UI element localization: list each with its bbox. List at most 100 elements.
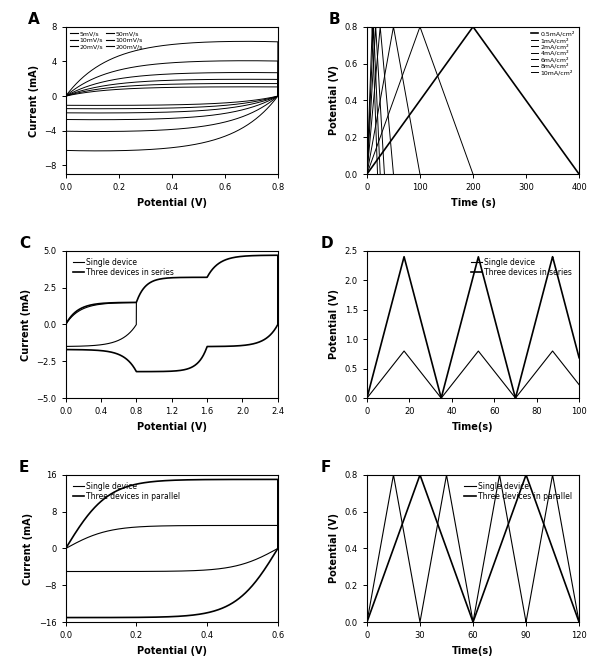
Three devices in series	[254, 252, 261, 260]
Three devices in series	[571, 338, 578, 346]
Single device	[549, 348, 556, 356]
Line: Single device: Single device	[66, 525, 278, 571]
Text: B: B	[329, 12, 340, 27]
Single device	[571, 595, 578, 603]
Single device	[62, 567, 69, 575]
Three devices in parallel	[571, 607, 578, 615]
Three devices in parallel	[205, 476, 213, 484]
Three devices in series	[364, 394, 371, 402]
Y-axis label: Current (mA): Current (mA)	[23, 512, 33, 585]
Three devices in parallel	[254, 575, 261, 583]
Three devices in series	[400, 254, 407, 262]
Single device	[62, 320, 69, 328]
Single device	[387, 484, 395, 492]
Single device	[387, 363, 395, 371]
Line: Three devices in parallel: Three devices in parallel	[66, 480, 278, 617]
X-axis label: Potential (V): Potential (V)	[137, 646, 207, 656]
Single device	[364, 394, 371, 402]
Single device	[400, 529, 407, 537]
Y-axis label: Potential (V): Potential (V)	[329, 66, 339, 135]
Single device	[445, 481, 452, 489]
Single device	[247, 521, 254, 529]
Legend: Single device, Three devices in series: Single device, Three devices in series	[467, 255, 576, 280]
Single device	[576, 618, 583, 626]
Single device	[64, 316, 72, 324]
Single device	[263, 551, 270, 559]
Three devices in series	[269, 328, 276, 337]
Single device	[131, 323, 139, 331]
Legend: 5mV/s, 10mV/s, 20mV/s, 50mV/s, 100mV/s, 200mV/s: 5mV/s, 10mV/s, 20mV/s, 50mV/s, 100mV/s, …	[69, 30, 144, 50]
Single device	[126, 298, 133, 306]
Three devices in series	[62, 346, 69, 354]
Three devices in parallel	[62, 613, 69, 622]
Line: Single device: Single device	[367, 351, 579, 398]
Single device	[400, 347, 407, 355]
Three devices in parallel	[549, 543, 556, 551]
Single device	[390, 471, 397, 479]
Single device	[571, 375, 578, 383]
Single device	[62, 545, 69, 553]
Three devices in parallel	[364, 618, 371, 626]
Three devices in parallel	[387, 551, 395, 559]
Single device	[134, 523, 141, 531]
Three devices in series	[454, 332, 461, 340]
Three devices in parallel	[445, 550, 452, 558]
Line: Three devices in series: Three devices in series	[66, 256, 278, 371]
Legend: Single device, Three devices in parallel: Single device, Three devices in parallel	[69, 478, 183, 504]
Three devices in series	[194, 359, 201, 367]
Single device	[364, 618, 371, 626]
Y-axis label: Potential (V): Potential (V)	[329, 290, 339, 359]
Three devices in parallel	[118, 484, 125, 492]
Text: C: C	[19, 236, 30, 251]
Three devices in series	[445, 367, 452, 375]
Three devices in series	[133, 367, 140, 375]
Single device	[106, 339, 113, 347]
Single device	[274, 521, 281, 529]
Single device	[576, 381, 583, 389]
Three devices in parallel	[274, 476, 281, 484]
Three devices in parallel	[417, 471, 424, 479]
Three devices in series	[89, 346, 96, 354]
Three devices in series	[576, 354, 583, 362]
Single device	[445, 385, 452, 393]
Three devices in parallel	[400, 516, 407, 524]
Three devices in parallel	[247, 476, 254, 484]
Single device	[205, 522, 213, 530]
Three devices in series	[387, 302, 395, 310]
Single device	[454, 373, 461, 381]
Single device	[118, 524, 125, 533]
Three devices in series	[70, 310, 77, 318]
Three devices in series	[138, 287, 145, 295]
Three devices in series	[274, 252, 281, 260]
Single device	[133, 298, 140, 306]
Line: Three devices in parallel: Three devices in parallel	[367, 475, 579, 622]
Three devices in parallel	[576, 618, 583, 626]
Three devices in series	[549, 255, 556, 263]
Single device	[62, 343, 69, 351]
X-axis label: Time(s): Time(s)	[452, 421, 494, 432]
Y-axis label: Current (mA): Current (mA)	[21, 288, 31, 361]
Legend: Single device, Three devices in series: Single device, Three devices in series	[69, 255, 177, 280]
Single device	[87, 302, 94, 310]
X-axis label: Time(s): Time(s)	[452, 646, 494, 656]
Text: E: E	[19, 460, 29, 475]
Single device	[549, 347, 556, 355]
Single device	[454, 533, 461, 541]
Three devices in series	[549, 253, 556, 261]
Three devices in parallel	[62, 545, 69, 553]
Text: A: A	[27, 12, 39, 27]
Text: D: D	[320, 236, 333, 251]
Three devices in parallel	[134, 480, 141, 488]
Single device	[71, 343, 78, 351]
Line: Three devices in series: Three devices in series	[367, 257, 579, 398]
Line: Single device: Single device	[66, 302, 136, 347]
X-axis label: Potential (V): Potential (V)	[137, 198, 207, 207]
Line: Single device: Single device	[367, 475, 579, 622]
Y-axis label: Potential (V): Potential (V)	[329, 514, 339, 583]
X-axis label: Time (s): Time (s)	[451, 198, 496, 207]
Legend: 0.5mA/cm², 1mA/cm², 2mA/cm², 4mA/cm², 6mA/cm², 8mA/cm², 10mA/cm²: 0.5mA/cm², 1mA/cm², 2mA/cm², 4mA/cm², 6m…	[530, 30, 576, 76]
Three devices in series	[62, 320, 69, 328]
Single device	[254, 555, 261, 563]
Y-axis label: Current (mA): Current (mA)	[29, 64, 39, 136]
X-axis label: Potential (V): Potential (V)	[137, 421, 207, 432]
